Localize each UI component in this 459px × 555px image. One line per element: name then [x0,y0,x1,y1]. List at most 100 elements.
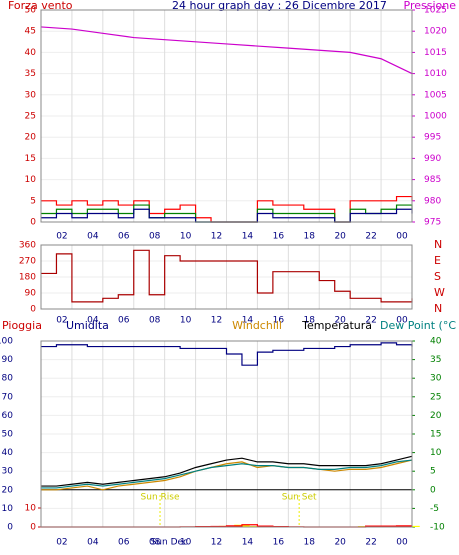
y-tick-label: 30 [430,374,442,384]
legend-entry: Dew Point (°C [380,319,456,332]
x-tick-label: 12 [211,538,222,548]
x-tick-label: 12 [211,316,222,326]
legend-entry: Temperatura [301,319,372,332]
rain-label: Pioggia [2,319,42,332]
day-label: Sun Dec [151,538,188,548]
x-tick-label: 06 [118,316,130,326]
y-tick-label: 180 [19,273,36,283]
humidity-label: Umidita [66,319,109,332]
y-tick-label: 0 [30,523,36,533]
y-tick-label: 20 [430,411,442,421]
temperature-line [41,459,413,491]
y-tick-label: 30 [25,90,37,100]
x-tick-label: 08 [149,316,161,326]
x-tick-label: 18 [304,232,316,242]
y-tick-label: 35 [430,355,441,365]
y-tick-label: 35 [25,69,36,79]
x-tick-label: 16 [273,316,285,326]
x-tick-label: 20 [334,316,346,326]
y-tick-label: 5 [430,467,436,477]
x-tick-label: 06 [118,232,130,242]
y-tick-label: 40 [25,48,37,58]
x-tick-label: 00 [396,232,408,242]
y-tick-label: 20 [2,485,14,495]
y-tick-label: 985 [424,175,441,185]
x-tick-label: 04 [87,316,99,326]
y-tick-label: 50 [25,6,37,16]
y-tick-label: 10 [430,448,442,458]
y-tick-label: -5 [430,504,439,514]
annotation: Sun Set [282,493,317,503]
y-tick-label: 0 [7,523,13,533]
x-tick-label: 14 [242,538,254,548]
compass-label: N [434,238,442,251]
x-tick-label: 10 [180,316,192,326]
x-tick-label: 06 [118,538,130,548]
pressure-label: Pressione [404,0,457,12]
y-tick-label: 90 [25,289,37,299]
y-tick-label: 0 [30,305,36,315]
direction-line [41,249,413,303]
x-tick-label: 18 [304,538,316,548]
y-tick-label: 0 [430,485,436,495]
x-tick-label: 22 [365,316,376,326]
y-tick-label: 40 [430,337,442,347]
x-tick-label: 00 [396,538,408,548]
y-tick-label: 980 [424,196,441,206]
y-tick-label: 30 [2,467,14,477]
y-tick-label: 50 [2,430,14,440]
x-tick-label: 18 [304,316,316,326]
y-tick-label: 5 [30,196,36,206]
compass-label: W [434,286,445,299]
x-tick-label: 16 [273,232,285,242]
y-tick-label: 1015 [424,48,447,58]
y-tick-label: 80 [2,374,14,384]
x-tick-label: 08 [149,232,161,242]
y-tick-label: 60 [2,411,14,421]
temperature-line [41,455,413,487]
x-tick-label: 20 [334,232,346,242]
compass-label: N [434,302,442,315]
x-tick-label: 14 [242,316,254,326]
plot-frame [40,9,413,223]
wind-label: Forza vento [8,0,73,12]
x-tick-label: 02 [56,316,67,326]
y-tick-label: 1010 [424,69,447,79]
y-tick-label: 1005 [424,90,447,100]
y-tick-label: 100 [0,337,13,347]
legend-entry: Windchill [232,319,282,332]
x-tick-label: 02 [56,538,67,548]
y-tick-label: 10 [25,504,37,514]
y-tick-label: 360 [19,241,36,251]
compass-label: S [434,270,441,283]
plot-frame [40,244,413,310]
x-tick-label: 00 [396,316,408,326]
y-tick-label: 975 [424,218,441,228]
y-tick-label: 270 [19,257,36,267]
y-tick-label: 25 [430,392,441,402]
plot-frame [40,340,413,528]
annotation: Sun Rise [141,493,180,503]
y-tick-label: 990 [424,154,441,164]
y-tick-label: 90 [2,355,14,365]
x-tick-label: 14 [242,232,254,242]
y-tick-label: 20 [25,133,37,143]
chart-title: 24 hour graph day : 26 Dicembre 2017 [172,0,387,12]
y-tick-label: 0 [30,218,36,228]
compass-label: E [434,254,441,267]
y-tick-label: 10 [25,175,37,185]
y-tick-label: 1020 [424,27,447,37]
y-tick-label: 40 [2,448,14,458]
x-tick-label: 10 [180,538,192,548]
x-tick-label: 22 [365,232,376,242]
x-tick-label: 10 [180,232,192,242]
x-tick-label: 20 [334,538,346,548]
x-tick-label: 02 [56,232,67,242]
y-tick-label: 995 [424,133,441,143]
x-tick-label: 08 [149,538,161,548]
y-tick-label: 1025 [424,6,447,16]
y-tick-label: 15 [430,430,441,440]
y-tick-label: 45 [25,27,36,37]
x-tick-label: 04 [87,538,99,548]
